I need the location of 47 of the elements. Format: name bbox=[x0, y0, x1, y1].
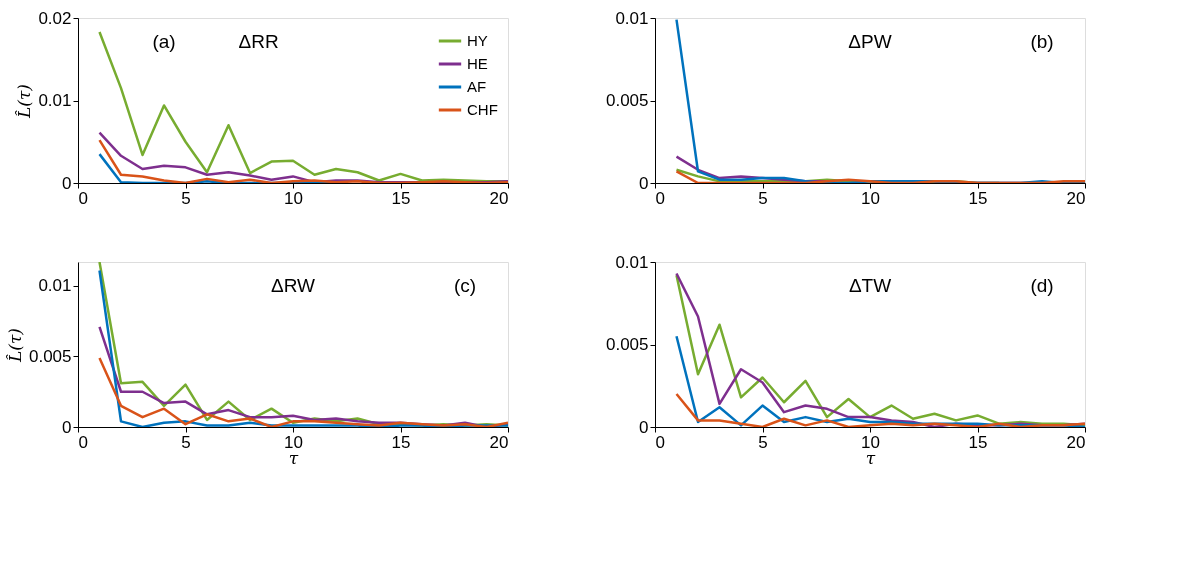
y-tick-label: 0 bbox=[639, 417, 649, 437]
annotation: (c) bbox=[453, 275, 477, 296]
line-series bbox=[675, 392, 1085, 427]
y-tick-label: 0.005 bbox=[605, 91, 649, 110]
annotation: (a) bbox=[152, 31, 176, 52]
y-tick-label: 0.005 bbox=[605, 335, 649, 354]
x-tick-label: 0 bbox=[655, 432, 665, 452]
x-tick-label: 20 bbox=[489, 188, 509, 208]
x-tick-label: 15 bbox=[391, 432, 411, 452]
y-tick-label: 0 bbox=[62, 173, 72, 193]
text: ΔTW bbox=[848, 275, 892, 296]
text: ΔRW bbox=[270, 275, 316, 296]
x-tick-label: 15 bbox=[968, 188, 988, 208]
text: ΔRR bbox=[238, 31, 279, 52]
legend-label: HE bbox=[467, 55, 488, 72]
line-series bbox=[675, 170, 1085, 183]
x-tick-label: 20 bbox=[1066, 432, 1086, 452]
x-tick-label: 15 bbox=[968, 432, 988, 452]
x-tick-label: 0 bbox=[78, 188, 88, 208]
legend-label: CHF bbox=[467, 101, 498, 118]
y-axis-title: L̂(τ) bbox=[14, 84, 35, 119]
annotation: (d) bbox=[1030, 275, 1054, 296]
text: ΔPW bbox=[848, 31, 892, 52]
x-tick-label: 5 bbox=[181, 432, 191, 452]
line-series bbox=[98, 356, 508, 427]
y-tick-label: 0.005 bbox=[28, 346, 72, 366]
legend-label: AF bbox=[467, 78, 487, 95]
y-tick-label: 0.01 bbox=[38, 276, 72, 296]
x-tick-label: 5 bbox=[758, 432, 768, 452]
y-tick-label: 0 bbox=[62, 417, 72, 437]
legend-label: HY bbox=[467, 32, 488, 49]
y-tick-label: 0.01 bbox=[615, 252, 649, 272]
y-tick-label: 0.02 bbox=[38, 8, 72, 28]
y-tick-label: 0.01 bbox=[38, 91, 72, 110]
x-tick-label: 10 bbox=[284, 188, 303, 208]
x-tick-label: 15 bbox=[391, 188, 411, 208]
annotation: (b) bbox=[1030, 31, 1054, 52]
x-tick-label: 10 bbox=[861, 188, 880, 208]
x-tick-label: 20 bbox=[489, 432, 509, 452]
x-tick-label: 0 bbox=[78, 432, 88, 452]
y-tick-label: 0.01 bbox=[615, 8, 649, 28]
y-axis-title: L̂(τ) bbox=[4, 328, 25, 363]
x-tick-label: 5 bbox=[758, 188, 768, 208]
x-tick-label: 20 bbox=[1066, 188, 1086, 208]
x-tick-label: 0 bbox=[655, 188, 665, 208]
y-tick-label: 0 bbox=[639, 173, 649, 193]
x-tick-label: 5 bbox=[181, 188, 191, 208]
